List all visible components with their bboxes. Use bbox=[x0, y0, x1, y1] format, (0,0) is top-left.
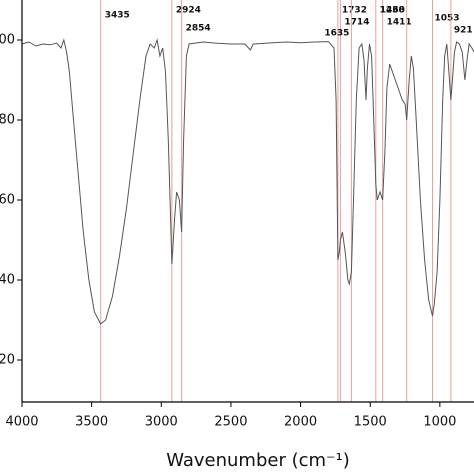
peak-label: 1460 bbox=[380, 6, 405, 16]
peak-label: 1732 bbox=[342, 6, 367, 16]
peak-label: 3435 bbox=[105, 11, 130, 21]
spectrum-line bbox=[21, 38, 474, 325]
peak-label: 921 bbox=[454, 26, 473, 36]
x-axis-label: Wavenumber (cm⁻¹) bbox=[166, 450, 350, 471]
x-tick-label: 1500 bbox=[354, 415, 387, 430]
peak-label: 1411 bbox=[387, 18, 412, 28]
peak-label: 2924 bbox=[176, 6, 201, 16]
y-tick-label: 80 bbox=[0, 113, 15, 128]
y-tick-label: 40 bbox=[0, 273, 15, 288]
peak-label: 1053 bbox=[434, 14, 459, 24]
x-tick-label: 1000 bbox=[423, 415, 456, 430]
peak-label: 2854 bbox=[186, 24, 211, 34]
y-tick-label: 20 bbox=[0, 353, 15, 368]
x-tick-label: 4000 bbox=[5, 415, 38, 430]
x-tick-label: 3000 bbox=[145, 415, 178, 430]
x-tick-label: 3500 bbox=[75, 415, 108, 430]
peak-label: 1238 bbox=[380, 6, 405, 16]
x-tick-label: 2500 bbox=[214, 415, 247, 430]
x-tick-label: 2000 bbox=[284, 415, 317, 430]
y-tick-label: 60 bbox=[0, 193, 15, 208]
peak-label: 1714 bbox=[344, 18, 369, 28]
peak-label: 1635 bbox=[324, 29, 349, 39]
y-tick-label: 100 bbox=[0, 33, 15, 48]
